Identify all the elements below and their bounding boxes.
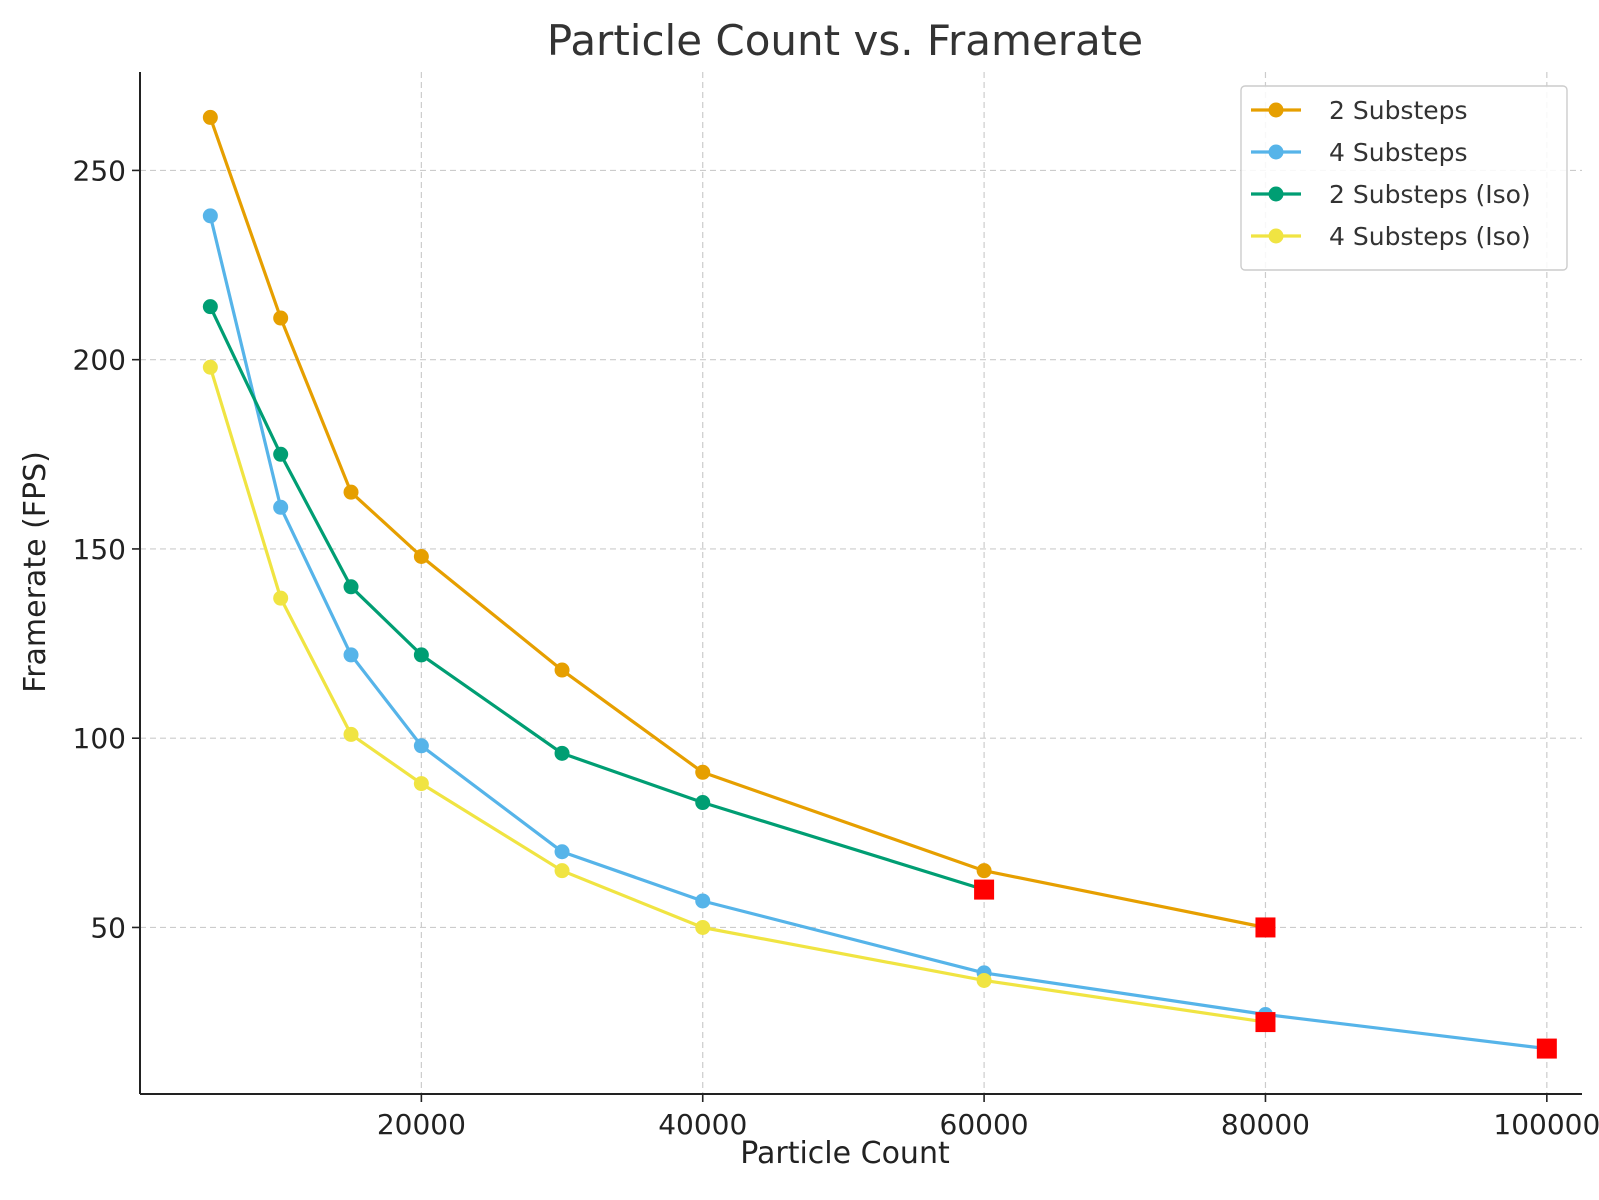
end-marker bbox=[1255, 1012, 1276, 1033]
data-point bbox=[695, 764, 711, 780]
series-line bbox=[208, 366, 1266, 1024]
end-marker bbox=[1255, 917, 1276, 938]
data-point bbox=[343, 484, 359, 500]
data-point bbox=[413, 776, 429, 792]
y-tick-label: 200 bbox=[73, 344, 126, 377]
legend-label: 2 Substeps bbox=[1329, 96, 1468, 125]
x-tick-label: 40000 bbox=[658, 1108, 747, 1141]
y-tick-label: 150 bbox=[73, 533, 126, 566]
x-tick-label: 80000 bbox=[1221, 1108, 1310, 1141]
data-point bbox=[202, 208, 218, 224]
data-point bbox=[554, 745, 570, 761]
data-point bbox=[202, 359, 218, 375]
data-point bbox=[695, 795, 711, 811]
data-point bbox=[202, 109, 218, 125]
data-point bbox=[273, 310, 289, 326]
data-point bbox=[976, 972, 992, 988]
series-line bbox=[208, 306, 985, 892]
legend-label: 4 Substeps bbox=[1329, 138, 1468, 167]
end-marker bbox=[1536, 1038, 1557, 1059]
data-point bbox=[695, 893, 711, 909]
end-marker bbox=[974, 879, 995, 900]
x-axis-label: Particle Count bbox=[740, 1136, 950, 1171]
data-point bbox=[413, 647, 429, 663]
series-line bbox=[208, 215, 1547, 1051]
legend-marker bbox=[1268, 228, 1284, 244]
data-point bbox=[343, 726, 359, 742]
data-point bbox=[273, 590, 289, 606]
data-point bbox=[413, 738, 429, 754]
legend-label: 4 Substeps (Iso) bbox=[1329, 222, 1531, 251]
data-point bbox=[695, 919, 711, 935]
data-point bbox=[413, 549, 429, 565]
data-point bbox=[202, 299, 218, 315]
x-tick-label: 60000 bbox=[940, 1108, 1029, 1141]
y-axis-label: Framerate (FPS) bbox=[18, 451, 53, 693]
y-tick-label: 100 bbox=[73, 722, 126, 755]
legend-marker bbox=[1268, 144, 1284, 160]
legend: 2 Substeps 4 Substeps 2 Substeps (Iso) 4 Su… bbox=[1240, 85, 1568, 271]
end-markers bbox=[974, 879, 1557, 1059]
chart-title: Particle Count vs. Framerate bbox=[547, 16, 1143, 65]
legend-marker bbox=[1268, 102, 1284, 118]
series-line bbox=[208, 116, 1266, 930]
data-point bbox=[554, 863, 570, 879]
y-tick-label: 250 bbox=[73, 154, 126, 187]
data-point bbox=[554, 844, 570, 860]
y-tick-label: 50 bbox=[90, 911, 126, 944]
data-point bbox=[343, 647, 359, 663]
data-point bbox=[343, 579, 359, 595]
legend-marker bbox=[1268, 186, 1284, 202]
x-tick-label: 100000 bbox=[1493, 1108, 1599, 1141]
data-point bbox=[273, 499, 289, 515]
x-tick-label: 20000 bbox=[377, 1108, 466, 1141]
axes: 20000 40000 60000 80000 100000 50 100 150 200 250 bbox=[73, 72, 1599, 1141]
data-point bbox=[273, 446, 289, 462]
data-point bbox=[554, 662, 570, 678]
data-point bbox=[976, 863, 992, 879]
legend-box bbox=[1240, 85, 1568, 271]
legend-label: 2 Substeps (Iso) bbox=[1329, 180, 1531, 209]
